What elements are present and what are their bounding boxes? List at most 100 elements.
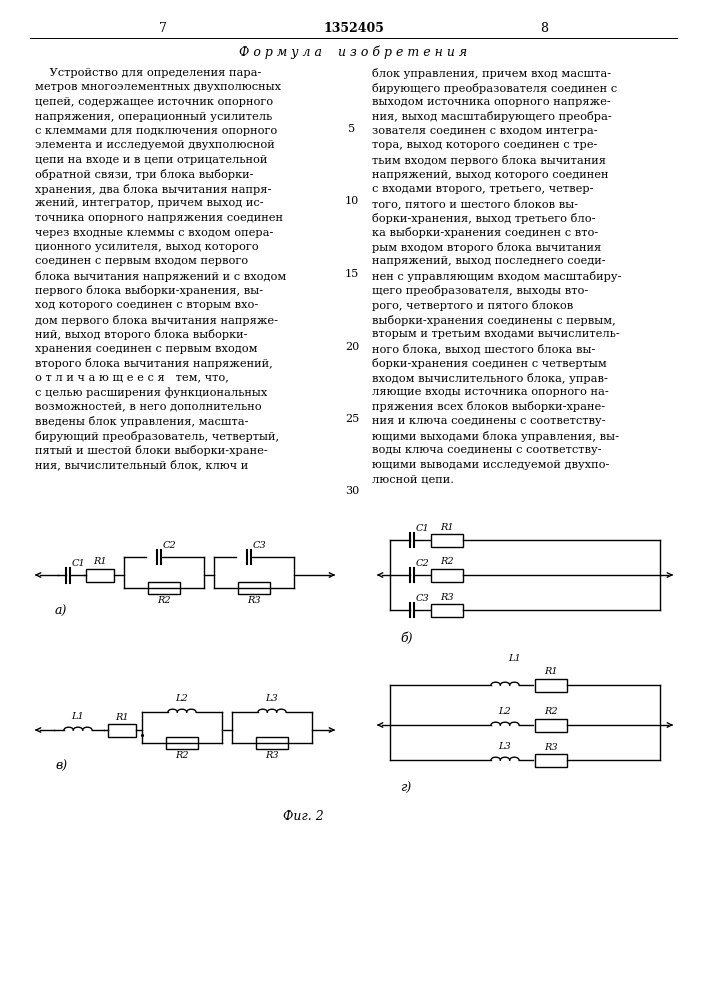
Text: Фиг. 2: Фиг. 2 (283, 810, 324, 823)
Bar (535, 718, 567, 732)
Text: C2: C2 (163, 541, 177, 550)
Text: щего преобразователя, выходы вто-: щего преобразователя, выходы вто- (372, 286, 588, 296)
Text: с целью расширения функциональных: с целью расширения функциональных (35, 387, 267, 398)
Bar (431, 603, 463, 616)
Bar (256, 737, 288, 749)
Text: R3: R3 (265, 751, 279, 760)
Text: вторым и третьим входами вычислитель-: вторым и третьим входами вычислитель- (372, 329, 620, 339)
Text: хранения, два блока вычитания напря-: хранения, два блока вычитания напря- (35, 184, 271, 195)
Text: а): а) (55, 605, 67, 618)
Text: напряжений, выход которого соединен: напряжений, выход которого соединен (372, 169, 609, 180)
Text: L1: L1 (508, 654, 521, 663)
Text: бирующего преобразователя соединен с: бирующего преобразователя соединен с (372, 83, 617, 94)
Bar (238, 582, 270, 594)
Text: ния, выход масштабирующего преобра-: ния, выход масштабирующего преобра- (372, 111, 612, 122)
Text: введены блок управления, масшта-: введены блок управления, масшта- (35, 416, 248, 427)
Text: дом первого блока вычитания напряже-: дом первого блока вычитания напряже- (35, 314, 278, 326)
Text: возможностей, в него дополнительно: возможностей, в него дополнительно (35, 401, 262, 412)
Text: второго блока вычитания напряжений,: второго блока вычитания напряжений, (35, 358, 273, 369)
Text: C2: C2 (416, 559, 430, 568)
Text: зователя соединен с входом интегра-: зователя соединен с входом интегра- (372, 126, 597, 136)
Bar (431, 534, 463, 546)
Text: ного блока, выход шестого блока вы-: ного блока, выход шестого блока вы- (372, 344, 595, 354)
Text: того, пятого и шестого блоков вы-: того, пятого и шестого блоков вы- (372, 198, 578, 209)
Text: R2: R2 (175, 751, 189, 760)
Text: ния и ключа соединены с соответству-: ния и ключа соединены с соответству- (372, 416, 606, 426)
Text: 5: 5 (349, 124, 356, 134)
Text: г): г) (400, 782, 411, 795)
Text: обратной связи, три блока выборки-: обратной связи, три блока выборки- (35, 169, 254, 180)
Text: 1352405: 1352405 (323, 21, 384, 34)
Text: с клеммами для подключения опорного: с клеммами для подключения опорного (35, 126, 277, 136)
Text: борки-хранения, выход третьего бло-: борки-хранения, выход третьего бло- (372, 213, 595, 224)
Text: L2: L2 (498, 707, 511, 716)
Text: борки-хранения соединен с четвертым: борки-хранения соединен с четвертым (372, 358, 607, 369)
Text: L3: L3 (266, 694, 279, 703)
Text: 30: 30 (345, 487, 359, 496)
Text: тора, выход которого соединен с тре-: тора, выход которого соединен с тре- (372, 140, 597, 150)
Text: с входами второго, третьего, четвер-: с входами второго, третьего, четвер- (372, 184, 593, 194)
Bar (431, 568, 463, 582)
Text: хранения соединен с первым входом: хранения соединен с первым входом (35, 344, 257, 354)
Text: R2: R2 (440, 558, 454, 566)
Text: R2: R2 (544, 708, 558, 716)
Text: метров многоэлементных двухполюсных: метров многоэлементных двухполюсных (35, 83, 281, 93)
Bar (535, 754, 567, 766)
Text: элемента и исследуемой двухполюсной: элемента и исследуемой двухполюсной (35, 140, 275, 150)
Text: R1: R1 (93, 558, 107, 566)
Text: точника опорного напряжения соединен: точника опорного напряжения соединен (35, 213, 283, 223)
Text: ход которого соединен с вторым вхо-: ход которого соединен с вторым вхо- (35, 300, 258, 310)
Text: Ф о р м у л а    и з о б р е т е н и я: Ф о р м у л а и з о б р е т е н и я (240, 45, 467, 59)
Text: ка выборки-хранения соединен с вто-: ка выборки-хранения соединен с вто- (372, 228, 598, 238)
Text: ний, выход второго блока выборки-: ний, выход второго блока выборки- (35, 329, 247, 340)
Text: 25: 25 (345, 414, 359, 424)
Text: R2: R2 (157, 596, 171, 605)
Text: ния, вычислительный блок, ключ и: ния, вычислительный блок, ключ и (35, 460, 248, 470)
Text: соединен с первым входом первого: соединен с первым входом первого (35, 256, 248, 266)
Text: 15: 15 (345, 269, 359, 279)
Text: жений, интегратор, причем выход ис-: жений, интегратор, причем выход ис- (35, 198, 264, 209)
Text: ющими выходами блока управления, вы-: ющими выходами блока управления, вы- (372, 430, 619, 442)
Text: C1: C1 (72, 558, 86, 568)
Text: ционного усилителя, выход которого: ционного усилителя, выход которого (35, 242, 259, 252)
Text: C1: C1 (416, 524, 430, 533)
Text: L2: L2 (175, 694, 188, 703)
Bar (148, 582, 180, 594)
Text: 8: 8 (540, 21, 549, 34)
Bar (535, 678, 567, 692)
Text: R1: R1 (544, 668, 558, 676)
Text: 7: 7 (158, 21, 167, 34)
Text: ляющие входы источника опорного на-: ляющие входы источника опорного на- (372, 387, 609, 397)
Text: пятый и шестой блоки выборки-хране-: пятый и шестой блоки выборки-хране- (35, 445, 268, 456)
Text: R3: R3 (544, 742, 558, 752)
Text: пряжения всех блоков выборки-хране-: пряжения всех блоков выборки-хране- (372, 401, 605, 412)
Text: 10: 10 (345, 196, 359, 207)
Text: рого, четвертого и пятого блоков: рого, четвертого и пятого блоков (372, 300, 573, 311)
Text: тьим входом первого блока вычитания: тьим входом первого блока вычитания (372, 155, 606, 166)
Text: R3: R3 (440, 592, 454, 601)
Text: L1: L1 (71, 712, 84, 721)
Text: б): б) (400, 632, 412, 645)
Text: C3: C3 (253, 541, 267, 550)
Text: рым входом второго блока вычитания: рым входом второго блока вычитания (372, 242, 601, 253)
Text: бирующий преобразователь, четвертый,: бирующий преобразователь, четвертый, (35, 430, 279, 442)
Text: R3: R3 (247, 596, 261, 605)
Text: 20: 20 (345, 342, 359, 352)
Text: выборки-хранения соединены с первым,: выборки-хранения соединены с первым, (372, 314, 616, 326)
Text: о т л и ч а ю щ е е с я   тем, что,: о т л и ч а ю щ е е с я тем, что, (35, 372, 229, 382)
Text: блок управления, причем вход масшта-: блок управления, причем вход масшта- (372, 68, 611, 79)
Text: выходом источника опорного напряже-: выходом источника опорного напряже- (372, 97, 611, 107)
Text: напряжения, операционный усилитель: напряжения, операционный усилитель (35, 111, 272, 121)
Text: Устройство для определения пара-: Устройство для определения пара- (35, 68, 262, 78)
Text: C3: C3 (416, 594, 430, 603)
Text: воды ключа соединены с соответству-: воды ключа соединены с соответству- (372, 445, 602, 455)
Text: в): в) (55, 760, 67, 773)
Text: L3: L3 (498, 742, 511, 751)
Text: нен с управляющим входом масштабиру-: нен с управляющим входом масштабиру- (372, 271, 621, 282)
Text: цепи на входе и в цепи отрицательной: цепи на входе и в цепи отрицательной (35, 155, 267, 165)
Bar (108, 724, 136, 736)
Text: ющими выводами исследуемой двухпо-: ющими выводами исследуемой двухпо- (372, 460, 609, 470)
Text: первого блока выборки-хранения, вы-: первого блока выборки-хранения, вы- (35, 286, 263, 296)
Text: R1: R1 (115, 712, 129, 722)
Text: R1: R1 (440, 522, 454, 532)
